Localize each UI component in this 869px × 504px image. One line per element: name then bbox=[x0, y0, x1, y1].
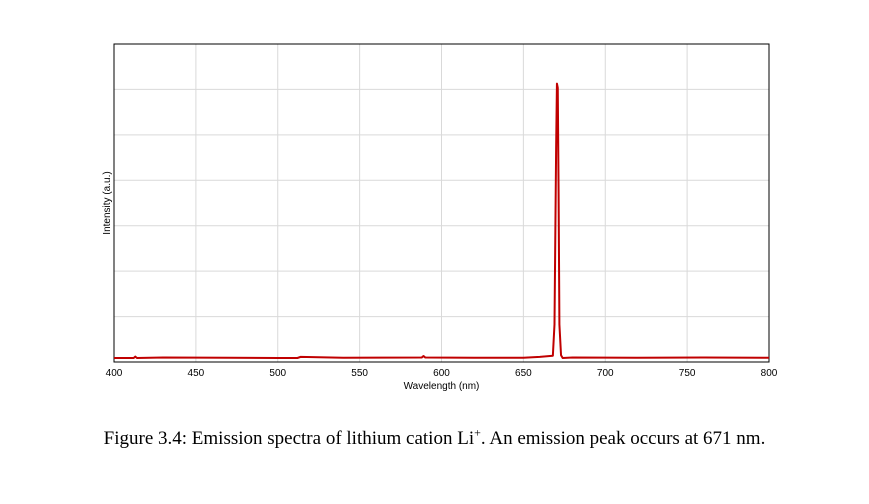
series-line-li-emission bbox=[114, 82, 770, 359]
x-axis-ticks: 400 450 500 550 600 650 700 750 800 bbox=[106, 368, 778, 379]
y-axis-label: Intensity (a.u.) bbox=[102, 171, 113, 234]
caption-superscript: + bbox=[474, 425, 481, 440]
plot-frame bbox=[113, 43, 770, 363]
x-tick-label: 450 bbox=[188, 368, 205, 379]
series-layer bbox=[114, 82, 770, 359]
x-tick-label: 500 bbox=[269, 368, 286, 379]
figure-caption: Figure 3.4: Emission spectra of lithium … bbox=[0, 425, 869, 450]
x-axis-label: Wavelength (nm) bbox=[404, 381, 480, 392]
x-tick-label: 700 bbox=[597, 368, 614, 379]
x-tick-label: 800 bbox=[761, 368, 778, 379]
x-tick-label: 550 bbox=[351, 368, 368, 379]
x-tick-label: 750 bbox=[679, 368, 696, 379]
caption-text-end: . An emission peak occurs at 671 nm. bbox=[480, 428, 766, 449]
x-tick-label: 650 bbox=[515, 368, 532, 379]
x-tick-label: 400 bbox=[106, 368, 123, 379]
x-tick-label: 600 bbox=[433, 368, 450, 379]
grid bbox=[114, 44, 769, 362]
caption-text: Figure 3.4: Emission spectra of lithium … bbox=[103, 428, 475, 449]
